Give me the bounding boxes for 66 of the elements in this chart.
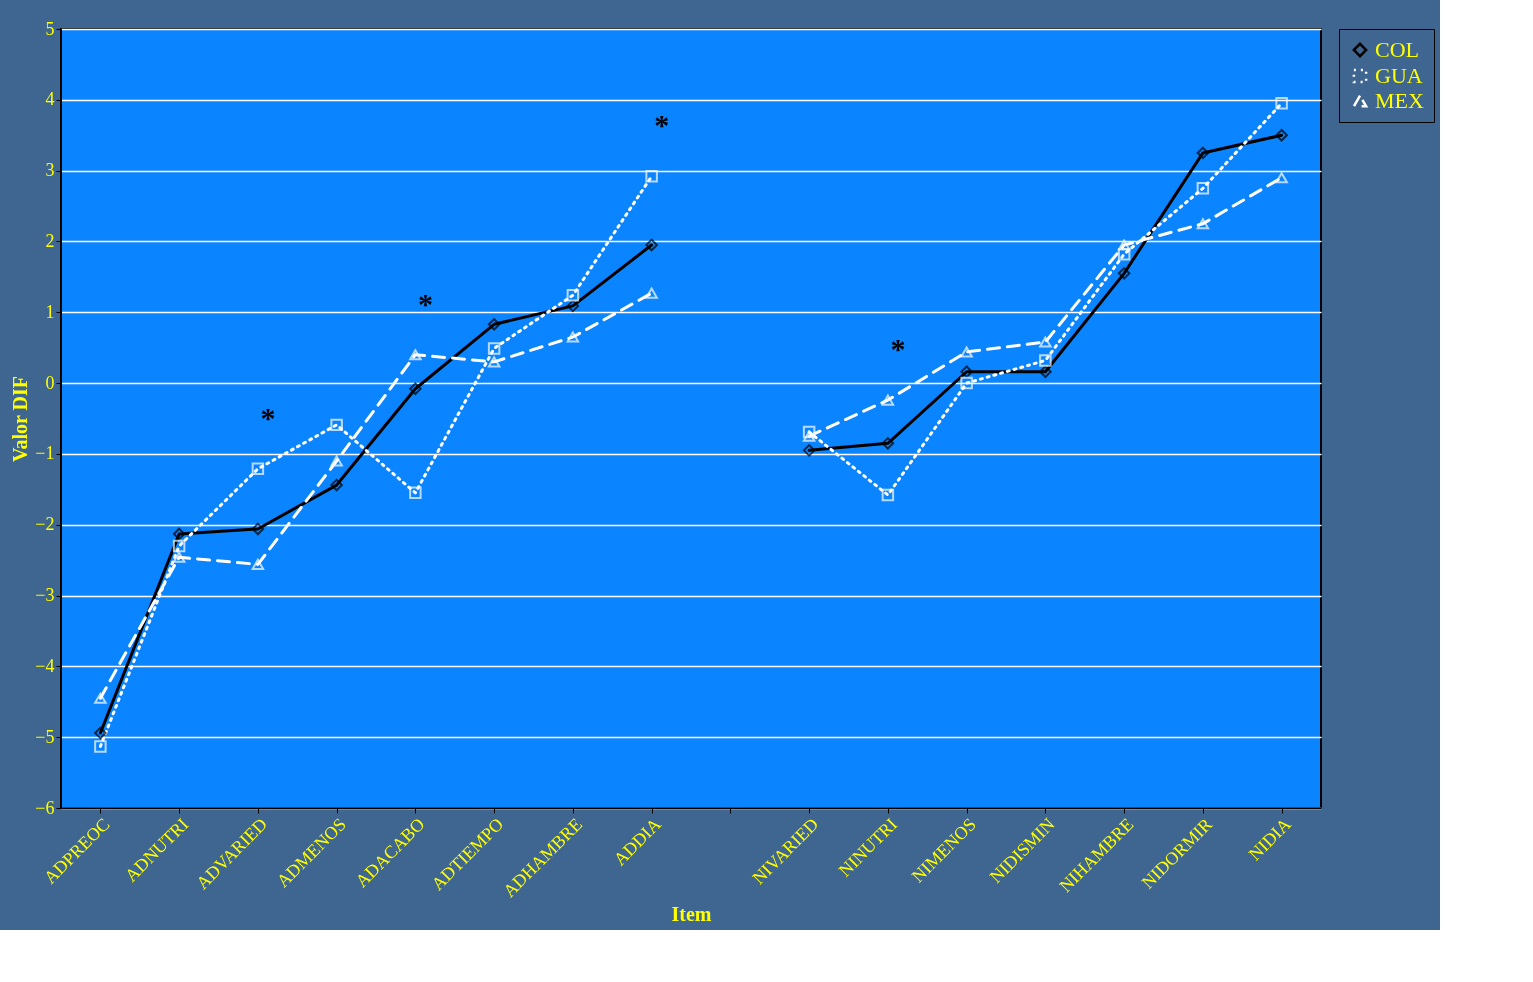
point — [1117, 267, 1131, 280]
point — [1275, 128, 1288, 142]
annotation: * — [890, 332, 906, 366]
point — [566, 331, 580, 343]
point — [330, 478, 343, 492]
point — [1039, 336, 1052, 348]
point — [251, 462, 265, 476]
point — [1196, 146, 1210, 160]
point — [409, 382, 422, 395]
point — [566, 299, 580, 313]
point — [645, 238, 658, 252]
point — [94, 726, 107, 740]
point — [645, 287, 658, 299]
y-tick-label: −2 — [35, 514, 55, 535]
y-tick-label: −6 — [35, 797, 55, 818]
annotation: * — [260, 400, 276, 434]
annotation: * — [654, 108, 670, 142]
point — [1117, 247, 1131, 261]
point — [802, 444, 816, 457]
point — [172, 551, 186, 563]
point — [881, 437, 895, 450]
point — [487, 356, 501, 368]
point — [251, 558, 265, 570]
point — [645, 170, 658, 183]
point — [881, 394, 895, 406]
legend-label: MEX — [1375, 88, 1424, 113]
annotation: * — [417, 286, 433, 320]
point — [487, 318, 501, 331]
y-tick-label: 3 — [45, 160, 55, 181]
y-tick-label: 0 — [45, 372, 55, 393]
y-tick-label: 4 — [45, 89, 55, 110]
point — [172, 539, 186, 553]
y-tick-label: 2 — [45, 230, 55, 251]
point — [409, 349, 422, 361]
y-tick-label: 5 — [45, 18, 55, 39]
point — [1275, 97, 1288, 110]
x-axis-title: Item — [671, 903, 712, 926]
point — [409, 486, 422, 500]
point — [960, 365, 973, 378]
point — [960, 346, 973, 358]
point — [1196, 182, 1210, 195]
point — [487, 342, 501, 355]
point — [960, 376, 973, 390]
point — [802, 425, 816, 439]
point — [1039, 365, 1052, 378]
y-tick-label: 1 — [45, 301, 55, 322]
point — [1117, 239, 1131, 251]
y-tick-label: −4 — [35, 655, 55, 676]
point — [881, 488, 895, 502]
point — [1275, 172, 1288, 184]
point — [1039, 354, 1052, 367]
legend-label: GUA — [1375, 63, 1423, 88]
point — [94, 692, 107, 704]
point — [1196, 218, 1210, 230]
y-axis-title: Valor DIF — [9, 375, 32, 463]
point — [94, 740, 107, 753]
point — [330, 455, 343, 467]
y-tick-label: −5 — [35, 726, 55, 747]
point — [802, 430, 816, 442]
y-tick-label: −3 — [35, 585, 55, 606]
point — [251, 522, 265, 536]
y-tick-label: −1 — [35, 443, 55, 464]
point — [566, 289, 580, 302]
point — [172, 527, 186, 541]
legend-label: COL — [1375, 37, 1419, 62]
point — [330, 418, 343, 432]
